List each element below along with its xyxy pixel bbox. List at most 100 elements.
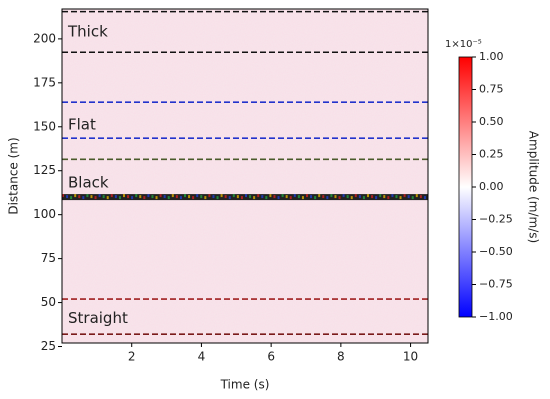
band-speckle	[306, 194, 308, 198]
band-speckle	[78, 195, 81, 199]
band-speckle	[167, 196, 170, 200]
x-tick-label: 8	[337, 350, 345, 364]
y-tick-label: 75	[41, 251, 56, 265]
y-tick-label: 175	[33, 75, 56, 89]
colorbar-scale: 1×10⁻⁵	[445, 39, 482, 50]
band-speckle	[322, 195, 325, 199]
band-speckle	[131, 196, 134, 200]
band-speckle	[184, 194, 186, 198]
band-speckle	[62, 194, 64, 198]
band-speckle	[236, 195, 239, 199]
colorbar-tick-label: −0.75	[479, 278, 513, 291]
band-speckle	[350, 196, 353, 200]
band-speckle	[293, 194, 296, 198]
y-tick-label: 100	[33, 207, 56, 221]
band-speckle	[367, 194, 369, 198]
colorbar-tick-label: 0.50	[479, 115, 504, 128]
y-tick-label: 200	[33, 31, 56, 45]
band-speckle	[224, 195, 227, 199]
band-speckle	[123, 194, 125, 198]
colorbar-tick-label: 1.00	[479, 50, 504, 63]
y-tick-label: 150	[33, 119, 56, 133]
band-speckle	[175, 195, 178, 199]
band-speckle	[196, 194, 199, 198]
colorbar-tick-label: −1.00	[479, 310, 513, 323]
band-speckle	[151, 195, 154, 199]
x-tick-label: 6	[267, 350, 275, 364]
band-speckle	[90, 195, 93, 199]
colorbar-label: Amplitude (m/m/s)	[527, 131, 541, 243]
band-speckle	[110, 194, 113, 198]
y-tick-label: 125	[33, 163, 56, 177]
band-speckle	[354, 194, 357, 198]
band-speckle	[118, 196, 121, 200]
band-speckle	[399, 196, 402, 200]
band-speckle	[289, 196, 292, 200]
band-speckle	[261, 195, 264, 199]
band-speckle	[379, 194, 382, 198]
band-speckle	[318, 194, 321, 198]
plot-frame	[61, 8, 429, 344]
band-speckle	[216, 196, 219, 200]
band-speckle	[139, 195, 142, 199]
band-speckle	[204, 196, 207, 200]
band-speckle	[98, 194, 101, 198]
band-speckle	[371, 195, 374, 199]
band-speckle	[423, 196, 426, 200]
band-speckle	[338, 196, 341, 200]
band-speckle	[127, 195, 130, 199]
band-speckle	[285, 195, 288, 199]
band-speckle	[159, 194, 162, 198]
colorbar-tick-label: −0.25	[479, 213, 513, 226]
band-speckle	[70, 196, 73, 200]
band-speckle	[330, 194, 333, 198]
band-speckle	[277, 196, 280, 200]
band-speckle	[346, 195, 349, 199]
band-speckle	[66, 195, 69, 199]
band-speckle	[163, 195, 166, 199]
band-speckle	[391, 194, 394, 198]
band-speckle	[265, 196, 268, 200]
band-speckle	[403, 194, 406, 198]
band-speckle	[249, 195, 252, 199]
band-speckle	[147, 194, 150, 198]
band-speckle	[273, 195, 276, 199]
band-speckle	[86, 194, 89, 198]
band-speckle	[301, 196, 304, 200]
band-speckle	[106, 196, 109, 200]
colorbar	[458, 56, 473, 318]
band-speckle	[114, 195, 117, 199]
colorbar-tick-label: 0.25	[479, 148, 504, 161]
band-speckle	[220, 194, 223, 198]
band-speckle	[188, 195, 191, 199]
band-speckle	[102, 195, 105, 199]
band-speckle	[228, 196, 231, 200]
band-speckle	[143, 196, 146, 200]
band-speckle	[310, 195, 313, 199]
band-speckle	[415, 194, 418, 198]
y-axis-label: Distance (m)	[7, 137, 21, 214]
band-speckle	[362, 196, 365, 200]
x-tick-label: 2	[128, 350, 136, 364]
band-speckle	[257, 194, 260, 198]
y-tick-label: 25	[41, 339, 56, 353]
region-label: Thick	[67, 22, 108, 40]
region-label: Black	[68, 174, 109, 192]
band-speckle	[334, 195, 337, 199]
colorbar-tick-label: 0.00	[479, 180, 504, 193]
band-speckle	[179, 196, 182, 200]
band-speckle	[232, 194, 235, 198]
band-speckle	[135, 194, 138, 198]
colorbar-tick-label: 0.75	[479, 83, 504, 96]
band-speckle	[314, 196, 317, 200]
band-speckle	[395, 195, 398, 199]
band-speckle	[74, 194, 77, 198]
band-speckle	[171, 194, 174, 198]
y-tick-label: 50	[41, 295, 56, 309]
band-speckle	[419, 195, 422, 199]
x-axis-label: Time (s)	[220, 378, 270, 392]
band-speckle	[212, 195, 215, 199]
x-tick-label: 4	[198, 350, 206, 364]
heatmap-noise	[62, 9, 428, 343]
